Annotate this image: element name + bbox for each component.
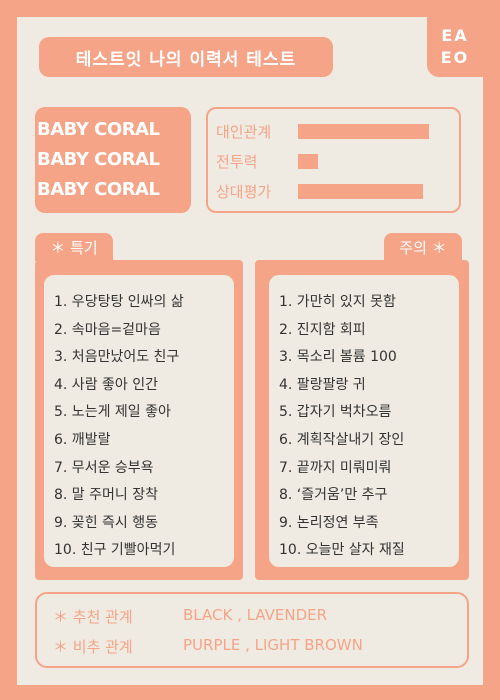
recommend-row: ＊ 추천 관계 BLACK , LAVENDER bbox=[53, 606, 327, 627]
list-item: 8. ‘즐거움’만 추구 bbox=[279, 487, 388, 504]
stat-label: 대인관계 bbox=[216, 122, 272, 141]
stat-row-combat: 전투력 bbox=[216, 151, 318, 171]
list-item: 4. 사람 좋아 인간 bbox=[54, 376, 158, 393]
list-item: 10. 친구 기빨아먹기 bbox=[54, 542, 176, 559]
recommend-value: BLACK , LAVENDER bbox=[183, 606, 328, 624]
avoid-value: PURPLE , LIGHT BROWN bbox=[183, 636, 363, 654]
list-item: 2. 진지함 회피 bbox=[279, 321, 366, 338]
list-item: 6. 계획작살내기 장인 bbox=[279, 431, 405, 448]
caution-tab: 주의 ＊ bbox=[384, 233, 462, 261]
list-item: 1. 우당탕탕 인싸의 삶 bbox=[54, 294, 184, 310]
baby-coral-block: BABY CORAL BABY CORAL BABY CORAL bbox=[35, 107, 191, 213]
corner-badge: EA EO bbox=[427, 17, 483, 77]
list-item: 3. 목소리 볼륨 100 bbox=[279, 349, 397, 366]
special-tab: ＊ 특기 bbox=[35, 233, 113, 261]
stat-label: 상대평가 bbox=[216, 182, 272, 201]
list-item: 8. 말 주머니 장착 bbox=[54, 487, 158, 504]
caution-list: 1. 가만히 있지 못함 2. 진지함 회피 3. 목소리 볼륨 100 4. 팔랑팔… bbox=[279, 289, 405, 565]
stat-bar bbox=[298, 123, 429, 139]
relations-box: ＊ 추천 관계 BLACK , LAVENDER ＊ 비추 관계 PURPLE … bbox=[35, 592, 469, 668]
stat-label: 전투력 bbox=[216, 152, 258, 171]
corner-line-1: EA bbox=[441, 26, 469, 45]
stat-bar bbox=[298, 183, 423, 199]
baby-coral-text-2: BABY CORAL bbox=[37, 149, 160, 170]
list-item: 1. 가만히 있지 못함 bbox=[279, 294, 396, 310]
baby-coral-text-3: BABY CORAL bbox=[37, 179, 160, 200]
list-item: 6. 깨발랄 bbox=[54, 431, 111, 448]
list-item: 9. 꽂힌 즉시 행동 bbox=[54, 514, 158, 531]
page-title: 테스트잇 나의 이력서 테스트 bbox=[39, 37, 333, 77]
stat-row-relative: 상대평가 bbox=[216, 181, 423, 201]
list-item: 10. 오늘만 살자 재질 bbox=[279, 542, 405, 559]
list-item: 7. 무서운 승부욕 bbox=[54, 459, 154, 476]
list-item: 5. 갑자기 벅차오름 bbox=[279, 404, 392, 421]
list-item: 4. 팔랑팔랑 귀 bbox=[279, 376, 366, 393]
list-item: 5. 노는게 제일 좋아 bbox=[54, 404, 171, 421]
corner-line-2: EO bbox=[440, 48, 470, 67]
stat-row-relationship: 대인관계 bbox=[216, 121, 429, 141]
caution-list-box: 1. 가만히 있지 못함 2. 진지함 회피 3. 목소리 볼륨 100 4. 팔랑팔… bbox=[269, 275, 459, 567]
baby-coral-text-1: BABY CORAL bbox=[37, 119, 160, 140]
list-item: 9. 논리정연 부족 bbox=[279, 514, 379, 531]
resume-card: 테스트잇 나의 이력서 테스트 EA EO BABY CORAL BABY CO… bbox=[17, 17, 483, 685]
recommend-label: ＊ 추천 관계 bbox=[53, 608, 133, 626]
avoid-row: ＊ 비추 관계 PURPLE , LIGHT BROWN bbox=[53, 636, 363, 657]
stat-bar bbox=[298, 153, 318, 169]
list-item: 3. 처음만났어도 친구 bbox=[54, 349, 180, 366]
list-item: 2. 속마음=겉마음 bbox=[54, 321, 161, 338]
list-item: 7. 끝까지 미뤄미뤄 bbox=[279, 459, 392, 476]
avoid-label: ＊ 비추 관계 bbox=[53, 638, 133, 656]
special-list: 1. 우당탕탕 인싸의 삶 2. 속마음=겉마음 3. 처음만났어도 친구 4. 사람… bbox=[54, 289, 184, 565]
special-list-box: 1. 우당탕탕 인싸의 삶 2. 속마음=겉마음 3. 처음만났어도 친구 4. 사람… bbox=[44, 275, 234, 567]
stats-box: 대인관계 전투력 상대평가 bbox=[206, 107, 461, 213]
